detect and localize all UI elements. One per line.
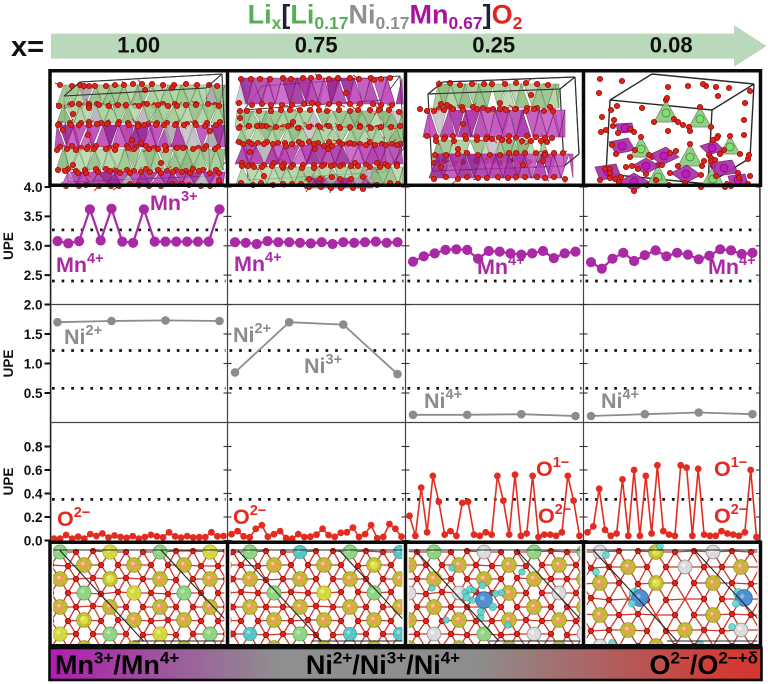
svg-text:4.0: 4.0	[24, 180, 43, 195]
svg-text:0.0: 0.0	[24, 533, 43, 548]
svg-text:2.5: 2.5	[24, 268, 43, 283]
svg-text:Ni2+/Ni3+/Ni4+: Ni2+/Ni3+/Ni4+	[306, 649, 460, 681]
svg-text:Ni4+: Ni4+	[601, 387, 639, 413]
svg-text:O1−: O1−	[536, 455, 569, 481]
svg-text:O1−: O1−	[714, 455, 747, 481]
svg-text:O2−: O2−	[57, 505, 90, 531]
svg-text:0.2: 0.2	[24, 510, 43, 525]
svg-text:Mn3+/Mn4+: Mn3+/Mn4+	[55, 649, 179, 681]
svg-text:0.6: 0.6	[24, 463, 43, 478]
svg-text:3.0: 3.0	[24, 239, 43, 254]
svg-text:0.25: 0.25	[472, 33, 515, 58]
svg-text:Ni4+: Ni4+	[424, 387, 462, 413]
svg-text:1.0: 1.0	[24, 356, 43, 371]
svg-text:x=: x=	[11, 31, 44, 63]
svg-text:Mn4+: Mn4+	[56, 251, 104, 277]
svg-text:Lix[Li0.17Ni0.17Mn0.67]O2: Lix[Li0.17Ni0.17Mn0.67]O2	[248, 0, 523, 33]
svg-text:0.5: 0.5	[24, 386, 43, 401]
svg-text:Mn4+: Mn4+	[708, 253, 756, 279]
svg-text:2.0: 2.0	[24, 297, 43, 312]
svg-text:0.8: 0.8	[24, 439, 43, 454]
svg-text:O2−: O2−	[538, 502, 571, 528]
svg-text:Ni3+: Ni3+	[304, 352, 342, 378]
svg-text:0.08: 0.08	[650, 33, 693, 58]
svg-text:Mn3+: Mn3+	[150, 189, 198, 215]
svg-text:UPE: UPE	[1, 350, 16, 378]
svg-text:0.4: 0.4	[24, 486, 43, 501]
svg-text:UPE: UPE	[1, 468, 16, 496]
svg-text:Ni2+: Ni2+	[64, 323, 102, 349]
svg-text:O2−: O2−	[233, 503, 266, 529]
svg-text:O2−: O2−	[714, 502, 747, 528]
svg-text:UPE: UPE	[1, 232, 16, 260]
svg-text:1.00: 1.00	[117, 33, 160, 58]
svg-text:0.75: 0.75	[295, 33, 338, 58]
svg-text:O2−/O2−+δ: O2−/O2−+δ	[649, 649, 758, 681]
svg-text:Mn4+: Mn4+	[477, 253, 525, 279]
svg-text:Ni2+: Ni2+	[233, 321, 271, 347]
svg-text:1.5: 1.5	[24, 327, 43, 342]
svg-text:3.5: 3.5	[24, 209, 43, 224]
svg-text:Mn4+: Mn4+	[234, 250, 282, 276]
